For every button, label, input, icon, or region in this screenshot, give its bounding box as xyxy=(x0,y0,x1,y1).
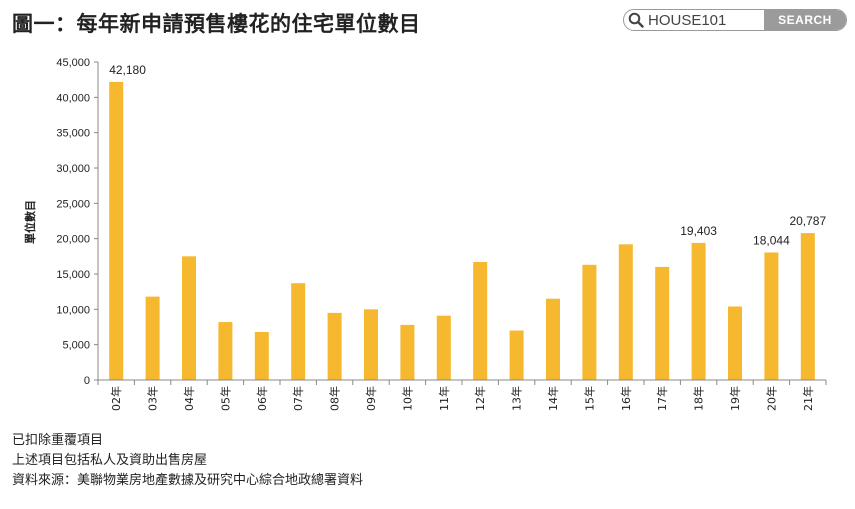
x-tick-label: 17年 xyxy=(655,386,669,411)
search-box: SEARCH xyxy=(623,9,847,31)
search-input[interactable] xyxy=(648,10,764,30)
x-tick-label: 18年 xyxy=(692,386,706,411)
search-icon xyxy=(624,10,648,30)
x-tick-label: 03年 xyxy=(146,386,160,411)
bar xyxy=(218,322,233,380)
chart-notes: 已扣除重覆項目 上述項目包括私人及資助出售房屋 資料來源：美聯物業房地產數據及研… xyxy=(12,431,363,491)
x-tick-label: 06年 xyxy=(255,386,269,411)
note-line: 上述項目包括私人及資助出售房屋 xyxy=(12,453,208,468)
x-axis: 02年 03年 04年 05年 06年 07年 08年 09年 10年 11年 12年 13年 14年 1… xyxy=(97,379,827,411)
y-tick-label: 10,000 xyxy=(56,304,90,316)
page-title: 圖一：每年新申請預售樓花的住宅單位數目 xyxy=(12,12,421,36)
x-tick-label: 16年 xyxy=(619,386,633,411)
bar xyxy=(509,330,524,380)
x-tick-label: 08年 xyxy=(328,386,342,411)
bars xyxy=(109,81,815,380)
y-tick-label: 15,000 xyxy=(56,269,90,281)
bar xyxy=(728,306,742,380)
x-tick-label: 07年 xyxy=(291,386,305,411)
bar xyxy=(145,296,160,380)
data-label: 18,044 xyxy=(753,233,790,247)
x-tick-label: 09年 xyxy=(364,386,378,411)
y-tick-label: 25,000 xyxy=(56,198,90,210)
y-tick-label: 5,000 xyxy=(62,340,90,352)
bar xyxy=(800,233,815,380)
y-axis: 0 5,000 10,000 15,000 20,000 25,000 30,000 35,0… xyxy=(56,57,99,387)
bar xyxy=(691,242,706,380)
data-labels: 42,180 19,403 18,044 20,787 xyxy=(109,63,826,248)
bar xyxy=(109,81,124,380)
x-tick-label: 15年 xyxy=(582,386,596,411)
x-tick-label: 10年 xyxy=(400,386,414,411)
x-tick-label: 05年 xyxy=(218,386,232,411)
bar xyxy=(182,256,196,380)
bar xyxy=(327,312,342,380)
bar xyxy=(618,244,633,380)
bar xyxy=(436,315,451,380)
bar xyxy=(364,309,378,380)
bar xyxy=(400,324,415,380)
x-tick-label: 14年 xyxy=(546,386,560,411)
x-tick-label: 21年 xyxy=(801,386,815,411)
x-tick-label: 04年 xyxy=(182,386,196,411)
search-button[interactable]: SEARCH xyxy=(764,10,846,30)
x-tick-label: 13年 xyxy=(510,386,524,411)
y-tick-label: 35,000 xyxy=(56,128,90,140)
bar xyxy=(546,298,560,380)
note-line: 已扣除重覆項目 xyxy=(12,433,104,448)
y-tick-label: 45,000 xyxy=(56,57,90,69)
bar xyxy=(582,264,597,380)
data-label: 20,787 xyxy=(789,214,826,228)
x-tick-label: 11年 xyxy=(437,386,451,411)
x-tick-label: 19年 xyxy=(728,386,742,411)
bar-chart: 0 5,000 10,000 15,000 20,000 25,000 30,000 35,0… xyxy=(23,57,827,411)
y-tick-label: 40,000 xyxy=(56,92,90,104)
y-tick-label: 20,000 xyxy=(56,234,90,246)
x-tick-label: 20年 xyxy=(764,386,778,411)
bar xyxy=(473,261,488,380)
source-note: 資料來源：美聯物業房地產數據及研究中心綜合地政總署資料 xyxy=(12,473,364,488)
x-tick-label: 12年 xyxy=(473,386,487,411)
bar xyxy=(291,283,306,380)
x-tick-label: 02年 xyxy=(109,386,123,411)
data-label: 19,403 xyxy=(680,224,717,238)
bar xyxy=(655,266,670,380)
y-axis-label: 單位數目 xyxy=(23,200,37,244)
data-label: 42,180 xyxy=(109,63,146,77)
y-tick-label: 30,000 xyxy=(56,163,90,175)
bar xyxy=(254,331,269,380)
bar xyxy=(764,252,779,380)
y-tick-label: 0 xyxy=(84,375,90,387)
